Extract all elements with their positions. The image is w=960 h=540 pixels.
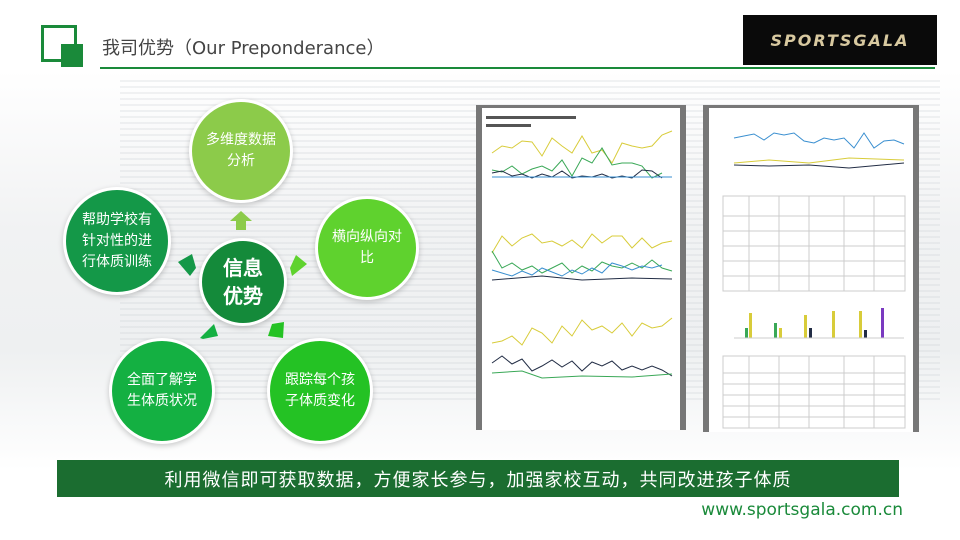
report-charts-page (476, 105, 686, 430)
line-chart-1 (491, 130, 673, 179)
report-tables-page (703, 105, 919, 432)
title-divider (100, 67, 935, 69)
bottom-banner: 利用微信即可获取数据，方便家长参与，加强家校互动，共同改进孩子体质 (57, 460, 899, 497)
node-targeted-training: 帮助学校有针对性的进行体质训练 (63, 187, 171, 295)
diagram-arrows (178, 211, 307, 339)
node-track-child-changes: 跟踪每个孩子体质变化 (267, 338, 373, 444)
arrow-up-icon (230, 211, 252, 230)
node-multidimensional-analysis: 多维度数据分析 (189, 99, 293, 203)
report-line-charts (486, 116, 673, 379)
node-student-fitness-overview: 全面了解学生体质状况 (109, 338, 215, 444)
website-link[interactable]: www.sportsgala.com.cn (701, 500, 903, 520)
title-icon-fill (61, 44, 83, 67)
arrow-left-icon (178, 254, 196, 276)
node-horizontal-vertical-compare: 横向纵向对比 (315, 196, 419, 300)
table-grade1-class1 (722, 195, 906, 292)
line-chart-3 (491, 317, 673, 379)
center-info-advantage: 信息 优势 (199, 238, 287, 326)
bar-chart (734, 308, 904, 339)
sportsgala-logo: SPORTSGALA (743, 15, 937, 65)
arrow-down-left-icon (200, 324, 218, 339)
arrow-down-right-icon (268, 322, 284, 338)
report-tables (722, 132, 906, 429)
page-title: 我司优势（Our Preponderance） (102, 38, 385, 59)
arrow-right-icon (290, 255, 307, 276)
line-chart-2 (491, 233, 673, 281)
table-grade1-class2 (722, 355, 906, 429)
title-icon-outline (41, 25, 77, 62)
